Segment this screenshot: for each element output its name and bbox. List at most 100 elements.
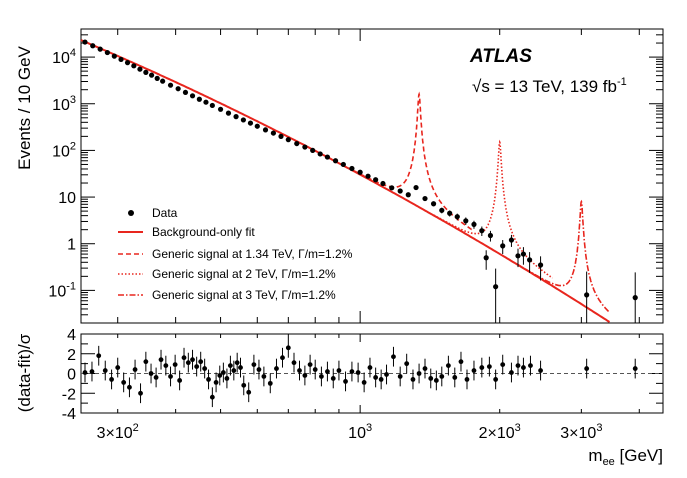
data-point (537, 262, 544, 268)
ratio-y-axis-title: (data-fit)/σ (15, 333, 34, 412)
main-y-tick-label: 104 (52, 47, 76, 67)
data-point (483, 255, 489, 261)
data-point (182, 89, 189, 96)
data-point (154, 75, 160, 81)
ratio-point (302, 373, 308, 378)
data-point (302, 144, 308, 150)
ratio-point (82, 370, 88, 375)
data-point (340, 161, 346, 168)
ratio-point (132, 367, 138, 372)
ratio-point (521, 365, 526, 370)
ratio-point (439, 374, 445, 379)
ratio-point (261, 374, 267, 379)
x-tick-label-exponent: 2 (133, 422, 139, 434)
ratio-point (143, 359, 149, 365)
main-y-tick-label-exponent: 2 (70, 140, 76, 152)
data-point (217, 106, 224, 112)
ratio-point (584, 366, 590, 371)
x-tick-label-exponent: 3 (515, 422, 521, 434)
ratio-point (217, 373, 223, 378)
legend-label-signal-2000: Generic signal at 2 TeV, Γ/m=1.2% (152, 267, 336, 281)
x-tick-label-exponent: 3 (596, 422, 602, 434)
ratio-point (246, 389, 252, 395)
legend-label-fit: Background-only fit (152, 225, 255, 239)
data-point (422, 195, 428, 202)
x-tick-label-base: 3×10 (560, 425, 596, 442)
ratio-point (153, 375, 159, 380)
data-point (196, 96, 202, 102)
data-point (225, 110, 232, 116)
data-point (209, 102, 215, 109)
main-y-tick-label-base: 10 (52, 97, 70, 114)
x-axis-title: mee [GeV] (588, 446, 663, 468)
data-point (317, 151, 323, 157)
ratio-point (397, 374, 403, 379)
main-axis-ticks (81, 28, 663, 324)
data-point (203, 99, 209, 105)
ratio-point (220, 370, 226, 375)
ratio-y-tick-label: -2 (62, 386, 76, 403)
ratio-point (361, 379, 367, 385)
ratio-point (355, 370, 361, 375)
ratio-point (198, 359, 204, 365)
main-y-tick-label-base: 1 (67, 237, 76, 254)
data-point (175, 86, 181, 92)
main-y-tick-label-base: 10 (48, 283, 66, 300)
lumi-superscript: -1 (617, 76, 627, 88)
ratio-point (181, 355, 187, 361)
ratio-point (349, 369, 355, 374)
ratio-point (158, 357, 164, 363)
ratio-point (168, 374, 173, 379)
ratio-point (452, 375, 458, 380)
ratio-point (163, 363, 169, 368)
x-tick-label-base: 10 (348, 425, 366, 442)
ratio-point (280, 355, 285, 361)
data-point (479, 228, 485, 234)
x-tick-labels: 3×102 103 2×103 3×103 (97, 422, 603, 442)
ratio-point (500, 362, 506, 368)
data-point (278, 133, 284, 139)
main-y-tick-label-base: 10 (58, 190, 76, 207)
experiment-label: ATLAS (469, 46, 532, 67)
main-y-tick-label: 1 (67, 237, 76, 254)
data-point (143, 69, 149, 75)
ratio-point (238, 365, 243, 370)
data-point (349, 165, 355, 172)
ratio-point (336, 368, 342, 373)
x-tick-label: 3×102 (97, 422, 139, 442)
ratio-data-points (82, 337, 638, 408)
legend: Data Background-only fit Generic signal … (118, 206, 353, 302)
data-point (471, 221, 477, 227)
data-point (189, 93, 196, 99)
ratio-point (274, 366, 279, 371)
ratio-y-tick-label: 4 (67, 327, 76, 344)
ratio-point (433, 378, 439, 383)
data-point (310, 147, 316, 154)
main-y-tick-label-base: 10 (52, 143, 70, 160)
x-axis-title-symbol: m (588, 446, 602, 465)
ratio-point (234, 360, 240, 366)
legend-label-data: Data (152, 206, 178, 220)
x-tick-label: 2×103 (479, 422, 521, 442)
main-y-tick-label: 102 (52, 140, 76, 160)
data-point (270, 130, 277, 136)
data-point (332, 158, 339, 164)
data-point (584, 292, 590, 298)
ratio-point (285, 345, 291, 351)
data-point (405, 192, 411, 198)
ratio-point (378, 377, 384, 382)
ratio-point (206, 377, 211, 382)
ratio-point (190, 357, 195, 363)
ratio-point (538, 368, 543, 373)
data-point (233, 114, 239, 120)
main-plot-frame (80, 28, 664, 324)
ratio-point (148, 371, 154, 376)
data-point (294, 140, 300, 147)
ratio-point (428, 376, 434, 381)
ratio-point (464, 377, 470, 382)
main-y-tick-label: 10-1 (48, 280, 76, 300)
ratio-point (493, 377, 499, 382)
data-point (526, 257, 533, 263)
data-point (389, 185, 395, 191)
ratio-point (509, 370, 514, 375)
